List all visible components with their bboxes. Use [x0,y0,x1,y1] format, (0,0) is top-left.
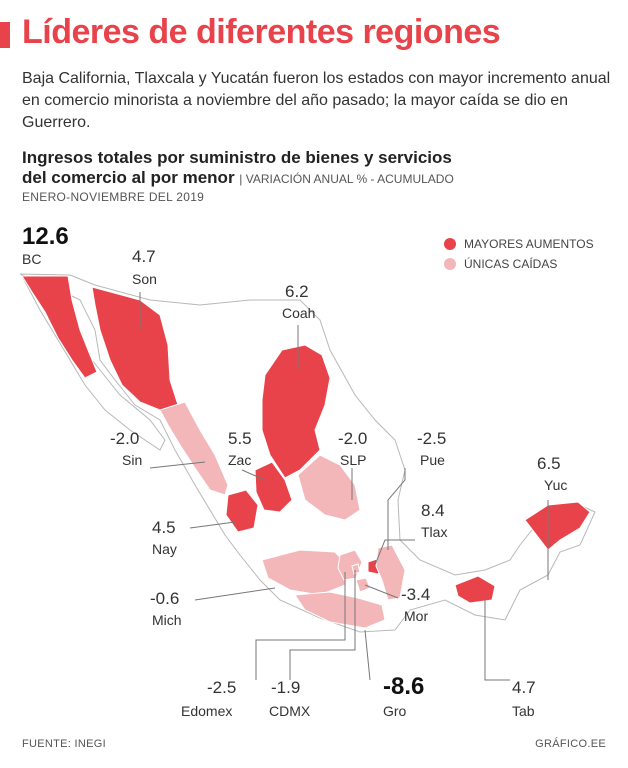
leader-edomex [255,572,346,680]
leader-zac [241,469,266,481]
leader-tab [484,600,510,681]
label-pue-abbr: Pue [420,452,445,468]
source-note: FUENTE: INEGI [22,738,106,750]
title-accent-bar [0,22,10,48]
region-zac [254,461,293,513]
increase-regions [21,275,591,604]
label-mich-abbr: Mich [152,612,182,628]
label-yuc-abbr: Yuc [544,477,567,493]
intro-text: Baja California, Tlaxcala y Yucatán fuer… [22,70,611,131]
label-zac-abbr: Zac [228,452,251,468]
region-nay [225,489,259,533]
label-nay-value: 4.5 [152,518,176,537]
legend-increase-label: MAYORES AUMENTOS [464,237,594,251]
label-son-abbr: Son [132,271,157,287]
label-gro-abbr: Gro [383,703,407,719]
region-pue [375,544,406,601]
label-tab-abbr: Tab [512,703,535,719]
chart-title-line1: Ingresos totales por suministro de biene… [22,148,452,167]
label-nay-abbr: Nay [152,541,177,557]
chart-title-line2: del comercio al por menor [22,168,235,187]
leader-mor [364,584,399,599]
label-mor-value: -3.4 [401,585,430,604]
chart-title: Ingresos totales por suministro de biene… [22,148,612,189]
label-edomex-value: -2.5 [207,678,236,697]
label-mor-abbr: Mor [404,608,428,624]
label-mich-value: -0.6 [150,589,179,608]
legend: MAYORES AUMENTOS ÚNICAS CAÍDAS [444,237,594,271]
leader-tlax [374,539,415,566]
label-coah-abbr: Coah [282,305,315,321]
leader-nay [189,521,236,529]
label-edomex-abbr: Edomex [181,703,232,719]
decrease-regions [159,401,406,629]
label-gro-value: -8.6 [383,673,424,700]
leader-pue [387,468,406,550]
label-yuc-value: 6.5 [537,454,561,473]
label-slp-abbr: SLP [340,452,366,468]
region-yuc [524,501,591,551]
leader-sin [149,461,206,469]
label-bc-abbr: BC [22,251,41,267]
label-sin-value: -2.0 [110,429,139,448]
region-labels: 12.6 BC 4.7 Son 6.2 Coah -2.0 Sin 5.5 Za… [22,223,567,719]
region-cdmx [351,563,361,575]
label-coah-value: 6.2 [285,282,309,301]
legend-decrease-label: ÚNICAS CAÍDAS [464,256,557,271]
region-gro [294,591,386,629]
region-mor [355,577,371,593]
region-bc [21,275,98,379]
label-cdmx-value: -1.9 [271,678,300,697]
leader-cdmx [289,570,356,680]
leader-mich [194,587,276,601]
label-tlax-value: 8.4 [421,501,445,520]
region-sin [159,401,229,496]
label-slp-value: -2.0 [338,429,367,448]
label-pue-value: -2.5 [417,429,446,448]
region-coah [261,344,331,479]
mexico-map: MAYORES AUMENTOS ÚNICAS CAÍDAS 12.6 BC 4… [19,223,596,719]
label-cdmx-abbr: CDMX [269,703,311,719]
leader-gro [364,629,371,681]
legend-increase-swatch [444,238,456,250]
legend-decrease-swatch [444,258,456,270]
label-bc-value: 12.6 [22,223,69,250]
credit-note: GRÁFICO.EE [535,738,606,750]
region-tab [454,575,496,604]
label-tlax-abbr: Tlax [421,524,447,540]
leader-lines [139,292,549,681]
page-title: Líderes de diferentes regiones [22,13,501,51]
chart-period: ENERO-NOVIEMBRE DEL 2019 [22,190,205,204]
label-son-value: 4.7 [132,247,156,266]
label-sin-abbr: Sin [122,452,142,468]
chart-unit: | VARIACIÓN ANUAL % - ACUMULADO [239,172,454,186]
label-zac-value: 5.5 [228,429,252,448]
region-slp [297,454,361,521]
label-tab-value: 4.7 [512,678,536,697]
